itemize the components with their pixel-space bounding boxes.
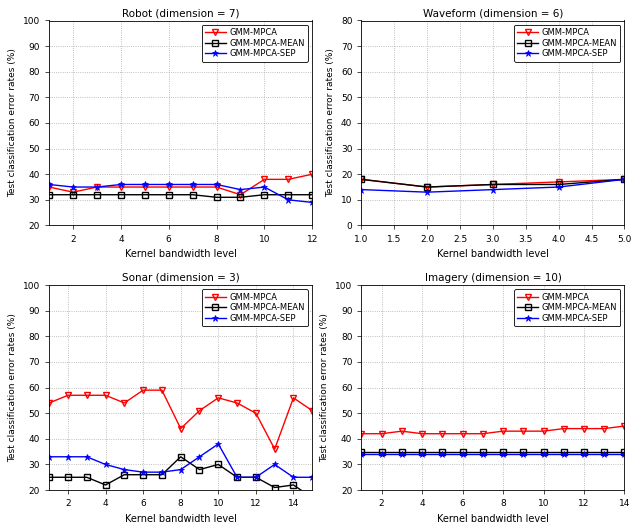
Title: Waveform (dimension = 6): Waveform (dimension = 6) <box>423 9 563 18</box>
Legend: GMM-MPCA, GMM-MPCA-MEAN, GMM-MPCA-SEP: GMM-MPCA, GMM-MPCA-MEAN, GMM-MPCA-SEP <box>514 24 620 62</box>
Y-axis label: Test classification error rates (%): Test classification error rates (%) <box>8 48 17 197</box>
Legend: GMM-MPCA, GMM-MPCA-MEAN, GMM-MPCA-SEP: GMM-MPCA, GMM-MPCA-MEAN, GMM-MPCA-SEP <box>202 289 308 326</box>
Legend: GMM-MPCA, GMM-MPCA-MEAN, GMM-MPCA-SEP: GMM-MPCA, GMM-MPCA-MEAN, GMM-MPCA-SEP <box>202 24 308 62</box>
X-axis label: Kernel bandwidth level: Kernel bandwidth level <box>437 249 549 259</box>
Title: Robot (dimension = 7): Robot (dimension = 7) <box>122 9 239 18</box>
Y-axis label: Test classification error rates (%): Test classification error rates (%) <box>8 313 17 462</box>
Title: Sonar (dimension = 3): Sonar (dimension = 3) <box>122 273 239 283</box>
X-axis label: Kernel bandwidth level: Kernel bandwidth level <box>125 514 237 523</box>
X-axis label: Kernel bandwidth level: Kernel bandwidth level <box>437 514 549 523</box>
X-axis label: Kernel bandwidth level: Kernel bandwidth level <box>125 249 237 259</box>
Y-axis label: Test classification error rates (%): Test classification error rates (%) <box>326 48 335 197</box>
Y-axis label: Test classification error rates (%): Test classification error rates (%) <box>321 313 330 462</box>
Title: Imagery (dimension = 10): Imagery (dimension = 10) <box>424 273 561 283</box>
Legend: GMM-MPCA, GMM-MPCA-MEAN, GMM-MPCA-SEP: GMM-MPCA, GMM-MPCA-MEAN, GMM-MPCA-SEP <box>514 289 620 326</box>
